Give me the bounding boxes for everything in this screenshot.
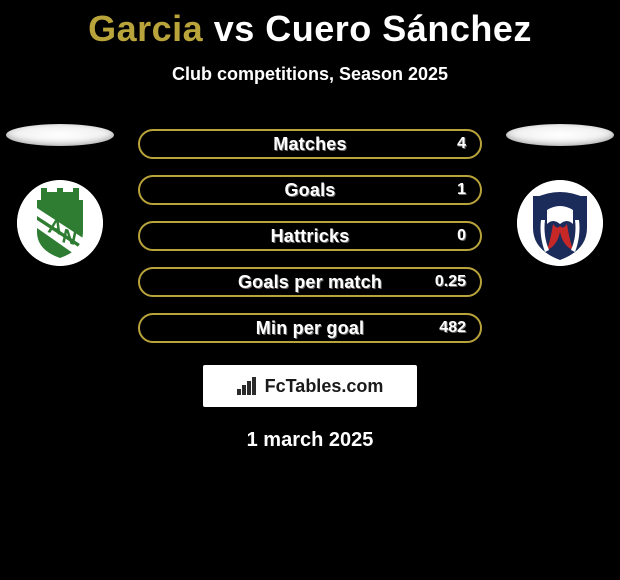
club-right xyxy=(500,124,620,266)
stat-row-goals: Goals 1 xyxy=(138,175,482,205)
stat-row-hattricks: Hattricks 0 xyxy=(138,221,482,251)
club-right-crest xyxy=(517,180,603,266)
stat-label: Matches xyxy=(273,134,346,155)
stat-row-goals-per-match: Goals per match 0.25 xyxy=(138,267,482,297)
subtitle: Club competitions, Season 2025 xyxy=(0,64,620,85)
club-left-crest-icon: A N xyxy=(17,180,103,266)
player1-photo-placeholder xyxy=(6,124,114,146)
club-left: A N xyxy=(0,124,120,266)
stat-right-value: 1 xyxy=(446,181,466,199)
page-title: Garcia vs Cuero Sánchez xyxy=(0,0,620,50)
player1-name: Garcia xyxy=(88,8,203,49)
club-left-crest: A N xyxy=(17,180,103,266)
player2-name: Cuero Sánchez xyxy=(265,8,532,49)
snapshot-date: 1 march 2025 xyxy=(0,429,620,452)
player2-photo-placeholder xyxy=(506,124,614,146)
club-right-crest-icon xyxy=(517,180,603,266)
stat-label: Goals xyxy=(284,180,335,201)
vs-label: vs xyxy=(214,8,255,49)
watermark[interactable]: FcTables.com xyxy=(203,365,417,407)
stat-row-min-per-goal: Min per goal 482 xyxy=(138,313,482,343)
comparison-card: Garcia vs Cuero Sánchez Club competition… xyxy=(0,0,620,580)
stat-label: Min per goal xyxy=(256,318,364,339)
watermark-text: FcTables.com xyxy=(265,376,384,397)
stat-right-value: 0.25 xyxy=(435,273,466,291)
stat-row-matches: Matches 4 xyxy=(138,129,482,159)
stat-right-value: 482 xyxy=(439,319,466,337)
stat-right-value: 0 xyxy=(446,227,466,245)
stat-label: Hattricks xyxy=(271,226,350,247)
stat-label: Goals per match xyxy=(238,272,382,293)
stat-right-value: 4 xyxy=(446,135,466,153)
bar-chart-icon xyxy=(237,377,259,395)
